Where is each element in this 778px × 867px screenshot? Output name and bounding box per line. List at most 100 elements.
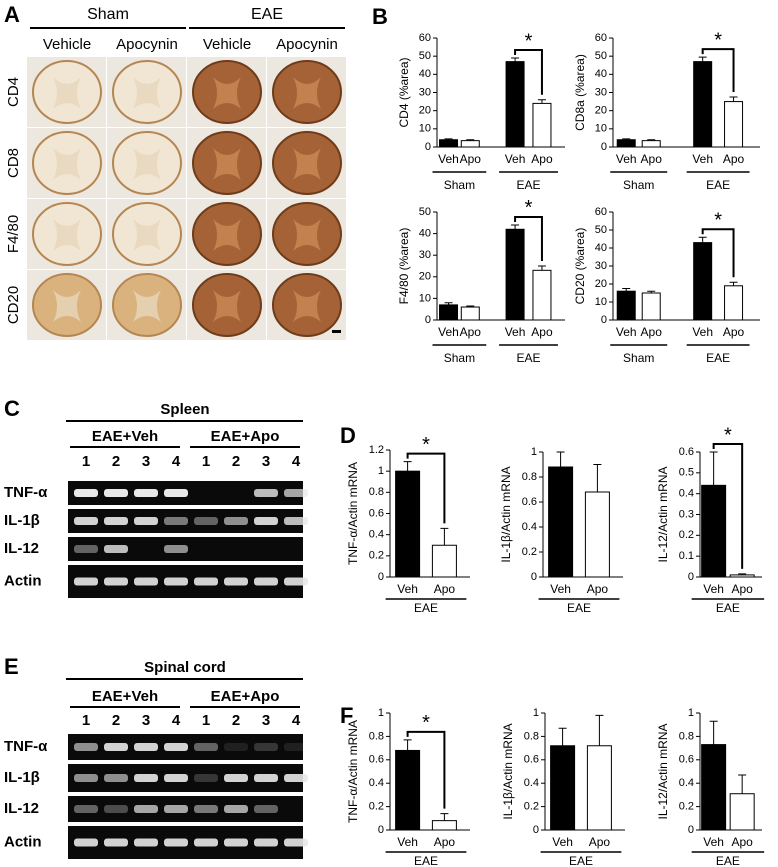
bar (431, 544, 457, 578)
gel-band (284, 577, 308, 586)
gel-band (104, 838, 128, 847)
gel-band (74, 774, 98, 782)
gel-band (164, 577, 188, 586)
x-tick-label: Veh (505, 325, 526, 339)
bar (395, 749, 421, 831)
gel-band (284, 743, 308, 751)
gel-band (254, 743, 278, 751)
x-tick-label: Apo (531, 325, 553, 339)
group-label: EAE (716, 601, 740, 615)
lane-label: 2 (112, 453, 120, 470)
grey-matter (293, 77, 321, 109)
y-tick-label: 0.4 (679, 777, 694, 789)
y-tick-label: 1 (378, 707, 384, 719)
x-tick-label: Veh (616, 152, 637, 166)
gene-label: IL-1β (4, 769, 40, 786)
gel-band (104, 805, 128, 813)
y-tick-label: 0.8 (524, 730, 539, 742)
significance-mark: * (422, 434, 430, 456)
gel-band (224, 517, 248, 525)
group-label: EAE (716, 854, 740, 867)
y-tick-label: 40 (419, 228, 431, 240)
grey-matter (293, 148, 321, 180)
lane-label: 4 (172, 712, 181, 729)
grey-matter (213, 219, 241, 251)
y-axis-label: IL-1β/Actin mRNA (499, 466, 513, 562)
panel-letter: B (372, 4, 388, 29)
bar (439, 304, 459, 321)
y-tick-label: 0.6 (679, 446, 694, 458)
bar (532, 269, 552, 321)
significance-bracket (701, 228, 735, 278)
group-label: EAE (706, 178, 730, 192)
gel-band (104, 577, 128, 586)
gel-band (284, 838, 308, 847)
x-tick-label: Apo (531, 152, 553, 166)
error-bar (440, 527, 449, 546)
scale-bar (332, 330, 341, 333)
stain-label: CD4 (5, 77, 22, 107)
bar (548, 466, 574, 578)
gel-band (74, 743, 98, 751)
y-tick-label: 0.4 (524, 777, 539, 789)
y-axis-label: IL-12/Actin mRNA (656, 723, 670, 819)
gel-band (134, 838, 158, 847)
gel-band (74, 838, 98, 847)
y-tick-label: 20 (419, 271, 431, 283)
y-tick-label: 0.6 (369, 507, 384, 519)
grey-matter (293, 219, 321, 251)
gel-band (164, 743, 188, 751)
x-tick-label: Apo (641, 325, 663, 339)
y-tick-label: 50 (419, 50, 431, 62)
y-tick-label: 0.4 (522, 521, 537, 533)
gel-band (104, 545, 128, 553)
bar (693, 61, 713, 148)
y-tick-label: 0 (688, 571, 694, 583)
y-tick-label: 20 (595, 278, 607, 290)
grey-matter (133, 77, 161, 109)
gel-band (74, 545, 98, 553)
y-tick-label: 0.3 (679, 508, 694, 520)
gel-band (224, 805, 248, 813)
group-label: EAE (517, 351, 541, 365)
gene-label: IL-12 (4, 800, 39, 817)
y-tick-label: 40 (595, 68, 607, 80)
error-bar (403, 461, 412, 472)
significance-bracket (514, 48, 543, 95)
bar (729, 793, 755, 831)
error-bar (698, 236, 707, 243)
lane-label: 3 (142, 453, 150, 470)
y-axis-label: CD4 (%area) (397, 57, 411, 127)
bar (641, 140, 661, 148)
grey-matter (133, 290, 161, 322)
gel-band (164, 805, 188, 813)
bar (641, 292, 661, 321)
bar (701, 484, 727, 578)
gel-band (134, 805, 158, 813)
panel-letter: A (4, 2, 20, 27)
x-tick-label: Veh (616, 325, 637, 339)
y-tick-label: 0.1 (679, 550, 694, 562)
x-tick-label: Apo (434, 835, 456, 849)
x-tick-label: Veh (552, 835, 573, 849)
gel-band (134, 577, 158, 586)
error-bar (709, 720, 718, 745)
gel-title: Spinal cord (144, 659, 226, 676)
y-axis-label: TNF-α/Actin mRNA (346, 720, 360, 823)
gene-label: TNF-α (4, 484, 48, 501)
x-tick-label: Apo (460, 325, 482, 339)
y-tick-label: 0.2 (369, 550, 384, 562)
bar (395, 470, 421, 578)
error-bar (622, 138, 631, 140)
error-bar (709, 451, 718, 486)
gel-band (254, 517, 278, 525)
y-tick-label: 50 (595, 50, 607, 62)
gel-band (194, 774, 218, 782)
gel-band (134, 517, 158, 525)
gel-band (164, 774, 188, 782)
gel-band (164, 838, 188, 847)
gel-band (74, 489, 98, 497)
bar (724, 101, 744, 148)
y-tick-label: 0 (531, 571, 537, 583)
